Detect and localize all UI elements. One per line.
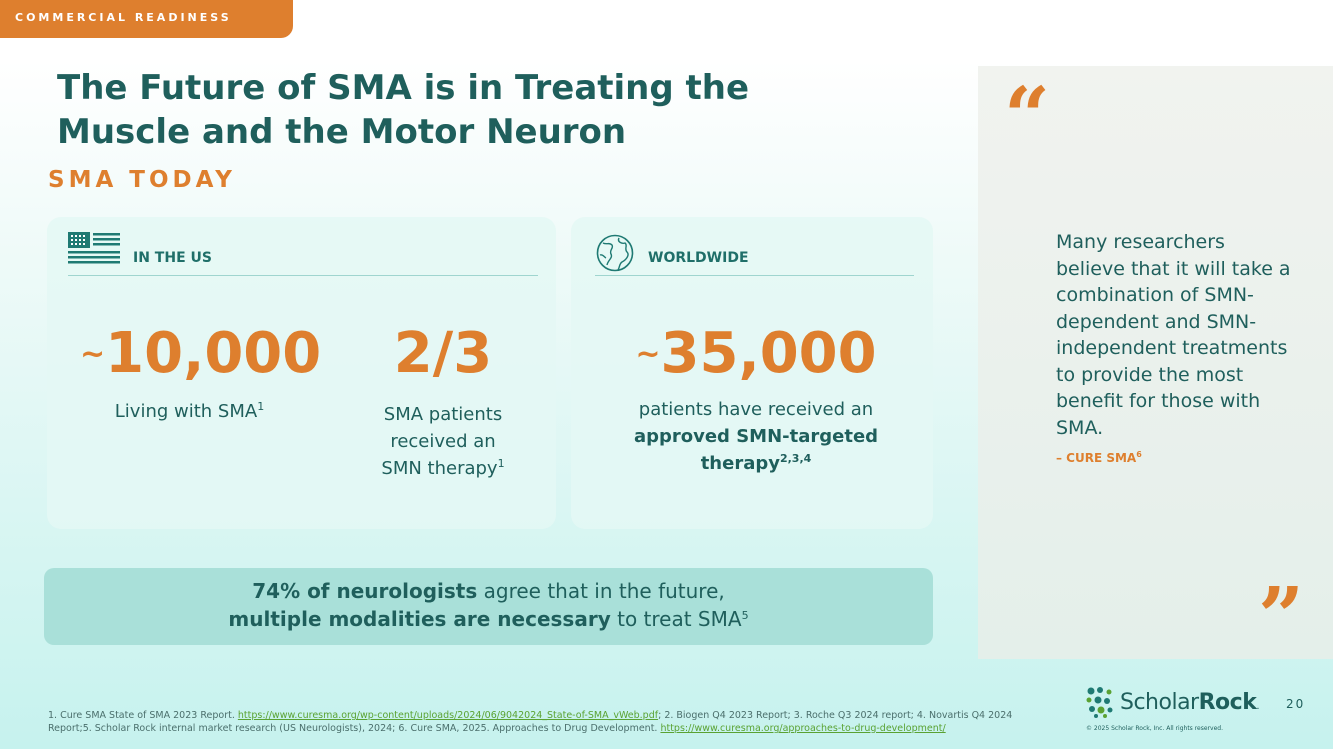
- scholar-rock-logo: ScholarRock.: [1085, 686, 1265, 720]
- banner-bold-2: multiple modalities are necessary: [228, 607, 611, 631]
- globe-icon: [596, 234, 634, 272]
- footnote-ref: 1: [497, 457, 505, 470]
- approx-symbol: ~: [80, 337, 106, 372]
- section-subtitle: SMA TODAY: [48, 167, 236, 193]
- approx-symbol: ~: [635, 337, 661, 372]
- quote-text: Many researchers believe that it will ta…: [1056, 231, 1291, 439]
- footnote-ref: 5: [741, 609, 749, 622]
- worldwide-card-header: WORLDWIDE: [595, 217, 914, 276]
- footnote-link-2[interactable]: https://www.curesma.org/approaches-to-dr…: [660, 723, 946, 734]
- us-card-title: IN THE US: [133, 250, 212, 266]
- us-stat-therapy: 2/3: [363, 321, 523, 386]
- open-quote-icon: “: [1004, 69, 1051, 163]
- us-living-desc: Living with SMA1: [114, 400, 265, 422]
- logo-wordmark: ScholarRock.: [1120, 690, 1260, 715]
- footnotes: 1. Cure SMA State of SMA 2023 Report. ht…: [48, 710, 1013, 734]
- us-stat-living: ~10,000: [80, 321, 321, 386]
- us-therapy-desc: SMA patients received an SMN therapy1: [381, 404, 505, 479]
- us-card: IN THE US ~10,000 Living with SMA1 2/3 S…: [47, 217, 556, 529]
- title-line-2: Muscle and the Motor Neuron: [57, 112, 627, 152]
- footnote-ref: 2,3,4: [779, 452, 812, 465]
- ww-desc: patients have received an approved SMN-t…: [633, 399, 879, 474]
- close-quote-icon: ”: [1258, 569, 1305, 663]
- copyright: © 2025 Scholar Rock, Inc. All rights res…: [1086, 725, 1223, 732]
- us-living-value: 10,000: [105, 321, 322, 386]
- neurologist-banner: 74% of neurologists agree that in the fu…: [44, 568, 933, 645]
- footnote-ref: 6: [1136, 450, 1142, 459]
- us-therapy-value: 2/3: [393, 321, 493, 386]
- footnote-link-1[interactable]: https://www.curesma.org/wp-content/uploa…: [237, 710, 659, 721]
- us-flag-icon: [68, 232, 120, 264]
- worldwide-card: WORLDWIDE ~35,000 patients have received…: [571, 217, 933, 529]
- ww-stat: ~35,000: [621, 321, 891, 386]
- us-card-header: IN THE US: [68, 217, 538, 276]
- quote-attribution: – CURE SMA6: [1056, 450, 1142, 466]
- page-number: 20: [1286, 697, 1306, 711]
- section-tab: COMMERCIAL READINESS: [0, 0, 293, 38]
- ww-value: 35,000: [660, 321, 877, 386]
- footnote-ref: 1: [257, 400, 265, 413]
- banner-bold-1: 74% of neurologists: [252, 579, 478, 603]
- quote-panel: “ Many researchers believe that it will …: [978, 66, 1333, 659]
- worldwide-card-title: WORLDWIDE: [648, 250, 749, 266]
- title-line-1: The Future of SMA is in Treating the: [57, 68, 750, 108]
- scholar-rock-mark-icon: [1086, 687, 1113, 718]
- page-title: The Future of SMA is in Treating the Mus…: [57, 66, 757, 154]
